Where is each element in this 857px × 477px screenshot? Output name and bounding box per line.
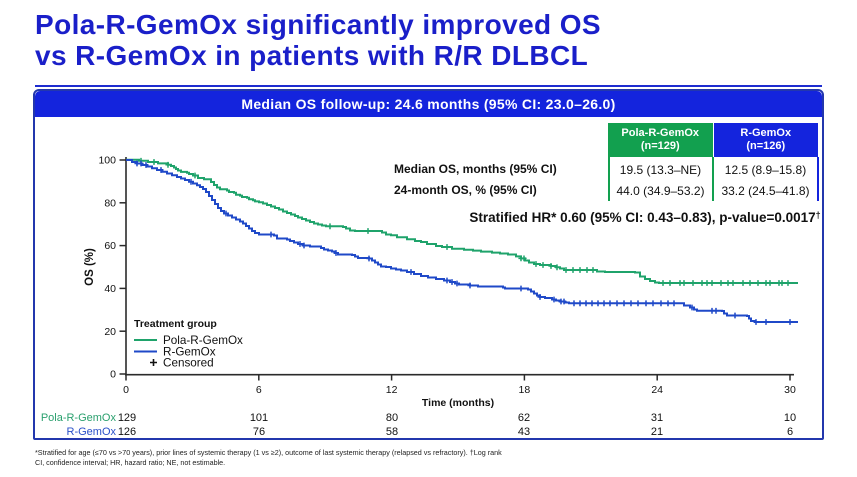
svg-text:Censored: Censored bbox=[163, 357, 214, 370]
svg-text:40: 40 bbox=[104, 283, 116, 295]
svg-text:6: 6 bbox=[256, 384, 262, 396]
svg-text:Time (months): Time (months) bbox=[422, 397, 494, 409]
svg-text:Treatment group: Treatment group bbox=[134, 318, 217, 330]
svg-text:100: 100 bbox=[98, 155, 116, 167]
svg-text:30: 30 bbox=[784, 384, 796, 396]
svg-text:80: 80 bbox=[104, 197, 116, 209]
svg-text:12: 12 bbox=[386, 384, 398, 396]
svg-text:0: 0 bbox=[123, 384, 129, 396]
svg-text:18: 18 bbox=[519, 384, 531, 396]
svg-text:20: 20 bbox=[104, 326, 116, 338]
svg-text:R-GemOx: R-GemOx bbox=[163, 346, 216, 359]
svg-text:60: 60 bbox=[104, 240, 116, 252]
svg-text:Pola-R-GemOx: Pola-R-GemOx bbox=[163, 334, 243, 347]
svg-text:24: 24 bbox=[651, 384, 663, 396]
svg-text:0: 0 bbox=[110, 369, 116, 381]
svg-text:OS (%): OS (%) bbox=[84, 248, 96, 286]
